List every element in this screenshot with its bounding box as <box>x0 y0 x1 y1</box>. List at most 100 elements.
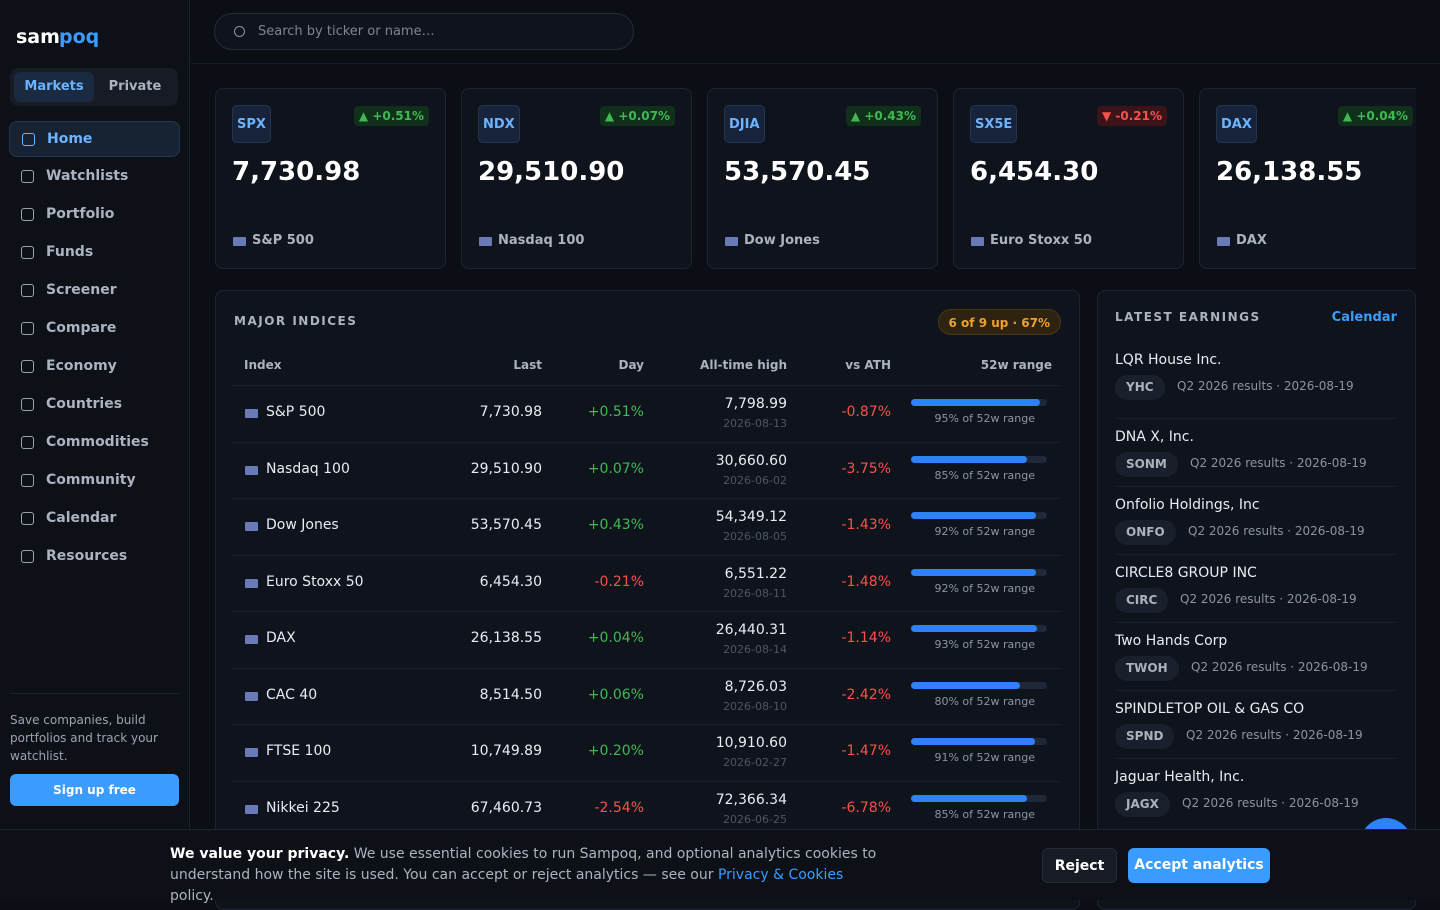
indices-panel: MAJOR INDICES 6 of 9 up · 67% Index Last Day… <box>215 290 1080 910</box>
index-card[interactable]: SX5E ▼ -0.21% 6,454.30 Euro Stoxx 50 <box>953 88 1184 269</box>
ath-date: 2026-08-11 <box>723 586 787 600</box>
vs-ath: -0.87% <box>841 404 891 420</box>
nav-item[interactable]: Portfolio <box>9 197 180 233</box>
card-name: DAX <box>1236 233 1267 248</box>
nav-item[interactable]: Resources <box>9 539 180 575</box>
vs-ath: -6.78% <box>841 799 891 816</box>
privacy-link[interactable]: Privacy & Cookies <box>717 867 844 883</box>
nav-icon <box>21 284 34 297</box>
nav-icon <box>21 512 34 525</box>
nav-label: Screener <box>46 282 117 298</box>
index-name: FTSE 100 <box>266 743 332 759</box>
earnings-detail: Q2 2026 results · 2026-08-19 <box>1190 456 1367 470</box>
nav-label: Community <box>46 472 136 488</box>
range-bar <box>911 455 1027 463</box>
flag <box>245 804 258 814</box>
logo-b: poq <box>59 26 100 48</box>
nav-item[interactable]: Countries <box>9 387 180 423</box>
table-row[interactable]: S&P 500 7,730.98 +0.51% 7,798.99 2026-08-13 -… <box>233 385 1061 441</box>
table-row[interactable]: Nasdaq 100 29,510.90 +0.07% 30,660.60 2026-0… <box>233 441 1061 498</box>
flag <box>245 522 258 531</box>
search-box[interactable]: Search by ticker or name… <box>214 13 634 50</box>
accept-button[interactable]: Accept analytics <box>1128 848 1270 883</box>
company-name: LQR House Inc. <box>1115 352 1222 368</box>
divider <box>10 693 180 694</box>
index-card[interactable]: SPX ▲ +0.51% 7,730.98 S&P 500 <box>215 88 446 269</box>
range-track <box>911 794 1047 802</box>
tab[interactable]: Markets <box>14 72 94 102</box>
nav-item[interactable]: Calendar <box>9 501 180 537</box>
cookie-tail: policy. <box>170 888 214 904</box>
card-symbol: NDX <box>478 105 520 143</box>
earnings-item[interactable]: CIRCLE8 GROUP INC CIRC Q2 2026 results · 2… <box>1115 554 1397 622</box>
day-change: +0.04% <box>587 630 644 646</box>
nav-item[interactable]: Funds <box>9 235 180 271</box>
index-card[interactable]: DAX ▲ +0.04% 26,138.55 DAX <box>1199 88 1416 269</box>
card-change: ▲ +0.07% <box>599 106 675 126</box>
nav-item[interactable]: Watchlists <box>9 159 180 195</box>
search-icon <box>234 26 245 37</box>
index-card[interactable]: NDX ▲ +0.07% 29,510.90 Nasdaq 100 <box>461 88 692 269</box>
nav-item[interactable]: Economy <box>9 349 180 385</box>
range-label: 85% of 52w range <box>934 807 1035 821</box>
cookie-heading: We value your privacy. <box>170 846 350 862</box>
nav-item[interactable]: Community <box>9 463 180 499</box>
range-label: 92% of 52w range <box>934 581 1035 595</box>
tab[interactable]: Private <box>108 79 162 94</box>
day-change: +0.07% <box>587 460 644 477</box>
earnings-item[interactable]: DNA X, Inc. SONM Q2 2026 results · 2026-08… <box>1115 418 1397 486</box>
earnings-item[interactable]: Jaguar Health, Inc. JAGX Q2 2026 results ·… <box>1115 758 1397 826</box>
earnings-item[interactable]: SPINDLETOP OIL & GAS CO SPND Q2 2026 resul… <box>1115 690 1397 758</box>
ath-date: 2026-08-13 <box>723 417 787 430</box>
nav-item[interactable]: Compare <box>9 311 180 347</box>
ticker-pill: TWOH <box>1115 656 1179 681</box>
range-track <box>911 681 1047 689</box>
reject-button[interactable]: Reject <box>1042 848 1117 883</box>
ath-value: 54,349.12 <box>715 509 787 525</box>
earnings-item[interactable]: Two Hands Corp TWOH Q2 2026 results · 2026… <box>1115 622 1397 690</box>
column-header: Index <box>244 358 282 372</box>
last-value: 10,749.89 <box>470 743 542 759</box>
range-bar <box>911 625 1038 632</box>
last-value: 26,138.55 <box>470 630 542 646</box>
vs-ath: -1.43% <box>841 517 891 533</box>
ticker-pill: JAGX <box>1115 792 1170 817</box>
card-change: ▲ +0.04% <box>1337 106 1413 126</box>
index-card[interactable]: DJIA ▲ +0.43% 53,570.45 Dow Jones <box>707 88 938 269</box>
table-row[interactable]: Dow Jones 53,570.45 +0.43% 54,349.12 2026-08… <box>233 498 1061 554</box>
flag <box>725 237 738 246</box>
table-row[interactable]: Euro Stoxx 50 6,454.30 -0.21% 6,551.22 2026-… <box>233 554 1061 611</box>
ath-date: 2026-08-14 <box>723 643 787 656</box>
earnings-detail: Q2 2026 results · 2026-08-19 <box>1177 379 1354 393</box>
card-symbol: DJIA <box>724 105 765 143</box>
card-name: S&P 500 <box>252 233 314 248</box>
nav-item[interactable]: Commodities <box>9 425 180 461</box>
nav-item[interactable]: Home <box>9 121 180 157</box>
earnings-item[interactable]: Onfolio Holdings, Inc ONFO Q2 2026 results… <box>1115 486 1397 554</box>
nav-icon <box>21 360 34 373</box>
table-row[interactable]: FTSE 100 10,749.89 +0.20% 10,910.60 2026-02-… <box>233 724 1061 780</box>
range-bar <box>911 512 1037 519</box>
ticker-pill: CIRC <box>1115 588 1169 613</box>
table-row[interactable]: DAX 26,138.55 +0.04% 26,440.31 2026-08-14 -1.… <box>233 611 1061 667</box>
earnings-item[interactable]: LQR House Inc. YHC Q2 2026 results · 2026-… <box>1115 350 1397 418</box>
card-change: ▲ +0.43% <box>845 106 921 126</box>
company-name: Onfolio Holdings, Inc <box>1115 497 1260 513</box>
calendar-link[interactable]: Calendar <box>1331 310 1397 325</box>
company-name: DNA X, Inc. <box>1115 429 1194 445</box>
vs-ath: -2.42% <box>841 686 891 703</box>
cookie-text: We value your privacy. We use essential … <box>170 844 890 907</box>
nav-label: Compare <box>46 320 117 336</box>
column-header: 52w range <box>980 358 1052 372</box>
column-header: Last <box>513 358 542 372</box>
nav-item[interactable]: Screener <box>9 273 180 309</box>
last-value: 7,730.98 <box>479 404 542 420</box>
last-value: 6,454.30 <box>479 573 542 590</box>
ticker-pill: ONFO <box>1115 520 1176 545</box>
table-row[interactable]: Nikkei 225 67,460.73 -2.54% 72,366.34 2026-0… <box>233 780 1061 837</box>
table-row[interactable]: CAC 40 8,514.50 +0.06% 8,726.03 2026-08-10 -2… <box>233 667 1061 724</box>
range-label: 93% of 52w range <box>934 638 1035 651</box>
ath-value: 7,798.99 <box>724 396 787 412</box>
index-name: Euro Stoxx 50 <box>266 573 364 590</box>
signup-button[interactable]: Sign up free <box>10 774 179 806</box>
